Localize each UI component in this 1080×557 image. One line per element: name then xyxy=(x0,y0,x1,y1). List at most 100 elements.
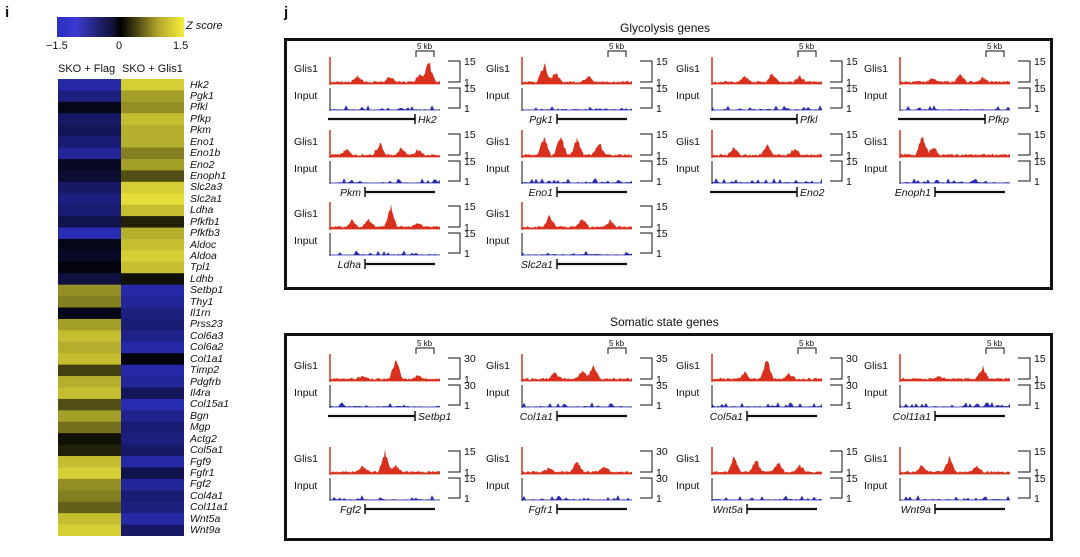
heatmap-cell xyxy=(121,101,184,114)
heatmap-cell xyxy=(58,101,121,114)
gene-label: Col1a1 xyxy=(520,411,553,423)
chip-track-label: Glis1 xyxy=(294,63,318,75)
y-tick-max: 15 xyxy=(1034,353,1046,365)
input-track-label: Input xyxy=(486,387,509,399)
y-tick-min: 1 xyxy=(464,77,470,89)
y-tick-min: 1 xyxy=(1034,467,1040,479)
heatmap-row-label: Col11a1 xyxy=(190,501,229,514)
gene-label: Col11a1 xyxy=(893,411,931,423)
y-tick-min: 1 xyxy=(846,150,852,162)
heatmap-row-label: Wnt9a xyxy=(190,524,221,537)
input-track-label: Input xyxy=(486,235,509,247)
heatmap-cell xyxy=(58,158,121,171)
chip-signal xyxy=(330,62,440,84)
y-tick-max: 15 xyxy=(846,446,858,458)
input-track-label: Input xyxy=(486,90,509,102)
heatmap-cell xyxy=(58,227,121,240)
colorbar-title: Z score xyxy=(186,20,223,32)
gene-label: Slc2a1 xyxy=(521,259,553,271)
chip-signal xyxy=(900,365,1010,381)
heatmap-cell xyxy=(58,296,121,308)
scale-label: 5 kb xyxy=(987,339,1003,348)
input-signal xyxy=(900,105,1010,110)
heatmap-cell xyxy=(121,79,184,91)
y-tick-max: 15 xyxy=(656,201,668,213)
y-tick-min: 1 xyxy=(656,222,662,234)
panel-letter-j: j xyxy=(284,4,289,21)
heatmap-cell xyxy=(121,478,184,491)
heatmap-cell xyxy=(58,79,121,91)
y-tick-max: 15 xyxy=(464,201,476,213)
input-signal xyxy=(330,250,440,255)
input-track-label: Input xyxy=(294,387,317,399)
scale-label: 5 kb xyxy=(799,339,815,348)
input-signal xyxy=(522,106,632,110)
heatmap-row-label: Pfkfb1 xyxy=(190,215,220,228)
y-tick-max: 15 xyxy=(464,129,476,141)
input-signal xyxy=(330,105,440,110)
y-tick-min: 1 xyxy=(656,493,662,505)
heatmap-cell xyxy=(58,490,121,503)
input-signal xyxy=(900,178,1010,183)
heatmap-row-label: Col6a3 xyxy=(190,329,224,342)
gene-label: Fgfr1 xyxy=(528,504,553,516)
scale-label: 5 kb xyxy=(609,42,625,51)
gene-label: Col5a1 xyxy=(710,411,743,423)
y-tick-min: 1 xyxy=(846,467,852,479)
y-tick-max: 30 xyxy=(656,446,668,458)
y-tick-max: 15 xyxy=(1034,380,1046,392)
y-tick-max: 15 xyxy=(656,83,668,95)
chip-track-label: Glis1 xyxy=(864,136,888,148)
chip-track-label: Glis1 xyxy=(676,63,700,75)
heatmap-row-label: Wnt5a xyxy=(190,512,221,525)
y-tick-min: 1 xyxy=(464,467,470,479)
zscore-colorbar xyxy=(57,17,184,37)
chip-track-label: Glis1 xyxy=(864,360,888,372)
heatmap-cell xyxy=(58,421,121,434)
y-tick-min: 1 xyxy=(656,77,662,89)
heatmap-cell xyxy=(121,124,184,137)
chip-track-label: Glis1 xyxy=(676,453,700,465)
chip-track-label: Glis1 xyxy=(486,63,510,75)
input-signal xyxy=(712,105,822,110)
y-tick-max: 15 xyxy=(846,129,858,141)
chip-track-label: Glis1 xyxy=(294,136,318,148)
heatmap-cell xyxy=(121,284,184,297)
input-track-label: Input xyxy=(294,90,317,102)
input-track-label: Input xyxy=(486,480,509,492)
heatmap xyxy=(58,79,184,536)
chip-signal xyxy=(712,144,822,157)
heatmap-row-label: Eno2 xyxy=(190,158,215,171)
panel-letter-i: i xyxy=(5,4,10,21)
y-tick-min: 1 xyxy=(1034,77,1040,89)
y-tick-min: 1 xyxy=(846,374,852,386)
y-tick-min: 1 xyxy=(846,493,852,505)
input-signal xyxy=(330,402,440,407)
heatmap-cell xyxy=(58,501,121,514)
chip-track-label: Glis1 xyxy=(486,136,510,148)
heatmap-cell xyxy=(58,513,121,525)
chip-signal xyxy=(522,63,632,84)
heatmap-row-label: Timp2 xyxy=(190,364,220,377)
heatmap-row-label: Pfkl xyxy=(190,101,208,114)
y-tick-max: 15 xyxy=(1034,83,1046,95)
heatmap-cell xyxy=(58,204,121,217)
y-tick-max: 15 xyxy=(656,156,668,168)
y-tick-min: 1 xyxy=(656,374,662,386)
heatmap-row-label: Ldhb xyxy=(190,272,214,285)
chip-signal xyxy=(330,204,440,229)
heatmap-row-label: Il4ra xyxy=(190,387,211,399)
chip-signal xyxy=(522,137,632,157)
heatmap-cell xyxy=(58,398,121,411)
y-tick-min: 1 xyxy=(464,374,470,386)
chip-signal xyxy=(900,73,1010,84)
heatmap-cell xyxy=(58,467,121,480)
y-tick-max: 15 xyxy=(1034,156,1046,168)
y-tick-max: 35 xyxy=(656,380,668,392)
input-signal xyxy=(712,178,822,183)
heatmap-cell xyxy=(58,113,121,126)
